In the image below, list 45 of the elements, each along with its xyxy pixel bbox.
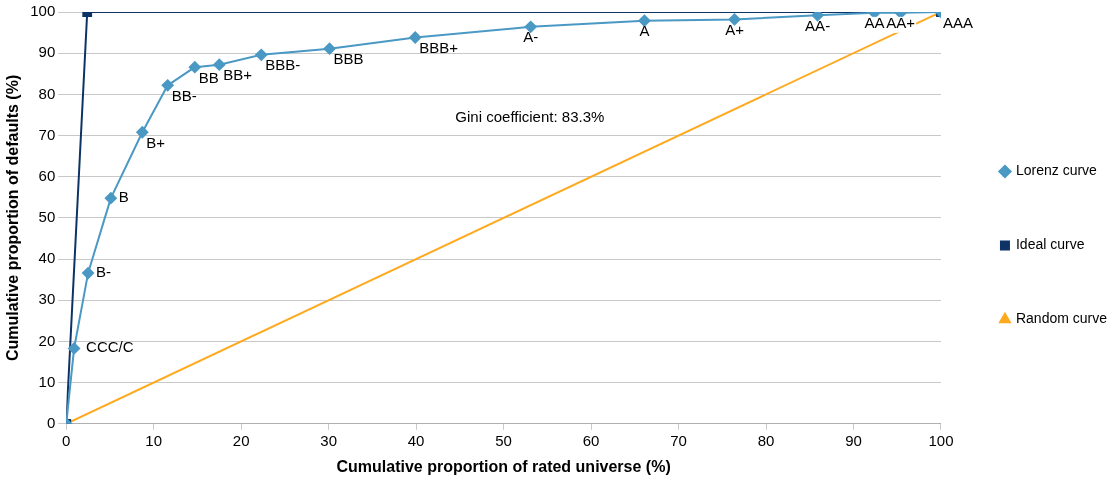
x-tick-label: 50	[495, 431, 512, 449]
annotation: Gini coefficient: 83.3%	[455, 108, 605, 126]
data-label: B+	[146, 133, 166, 151]
data-label: B-	[96, 262, 112, 280]
data-label: A+	[725, 21, 745, 39]
y-tick-label: 80	[38, 84, 56, 102]
y-tick-label: 10	[38, 372, 56, 390]
x-tick-label: 100	[928, 431, 954, 449]
data-label: BB	[198, 68, 219, 86]
y-tick-label: 60	[38, 166, 56, 184]
data-label: AAA	[942, 13, 973, 31]
data-label: BBB+	[419, 39, 459, 57]
legend-label: Lorenz curve	[1015, 162, 1098, 179]
data-label: BB-	[171, 86, 197, 104]
data-label: BB+	[223, 66, 253, 84]
x-tick-label: 30	[320, 431, 337, 449]
x-tick-label: 20	[232, 431, 250, 449]
y-tick-label: 40	[38, 249, 56, 267]
legend-label: Ideal curve	[1015, 236, 1085, 253]
x-tick-label: 80	[757, 431, 775, 449]
x-tick-label: 70	[670, 431, 687, 449]
data-label: AA+	[886, 14, 916, 32]
data-label: A	[639, 22, 650, 40]
x-tick-label: 90	[845, 431, 862, 449]
legend-label: Random curve	[1015, 310, 1108, 327]
y-tick-label: 20	[38, 331, 56, 349]
x-tick-label: 0	[62, 431, 71, 449]
y-tick-label: 0	[46, 413, 56, 431]
y-tick-label: 30	[38, 290, 56, 308]
y-tick-label: 70	[38, 125, 56, 143]
data-label: BBB	[333, 50, 364, 68]
y-tick-label: 100	[30, 2, 56, 20]
x-axis-title: Cumulative proportion of rated universe (%)	[336, 457, 671, 475]
data-label: CCC/C	[86, 338, 134, 356]
x-tick-label: 10	[145, 431, 163, 449]
y-tick-label: 90	[38, 43, 56, 61]
data-label: BBB-	[265, 56, 301, 74]
y-axis-title: Cumulative proportion of defaults (%)	[4, 74, 22, 362]
data-label: B	[118, 187, 129, 205]
data-label: AA-	[805, 16, 831, 34]
data-label: AA	[864, 14, 885, 32]
y-tick-label: 50	[38, 208, 56, 226]
x-tick-label: 60	[582, 431, 600, 449]
x-tick-label: 40	[407, 431, 425, 449]
data-label: A-	[523, 28, 539, 46]
